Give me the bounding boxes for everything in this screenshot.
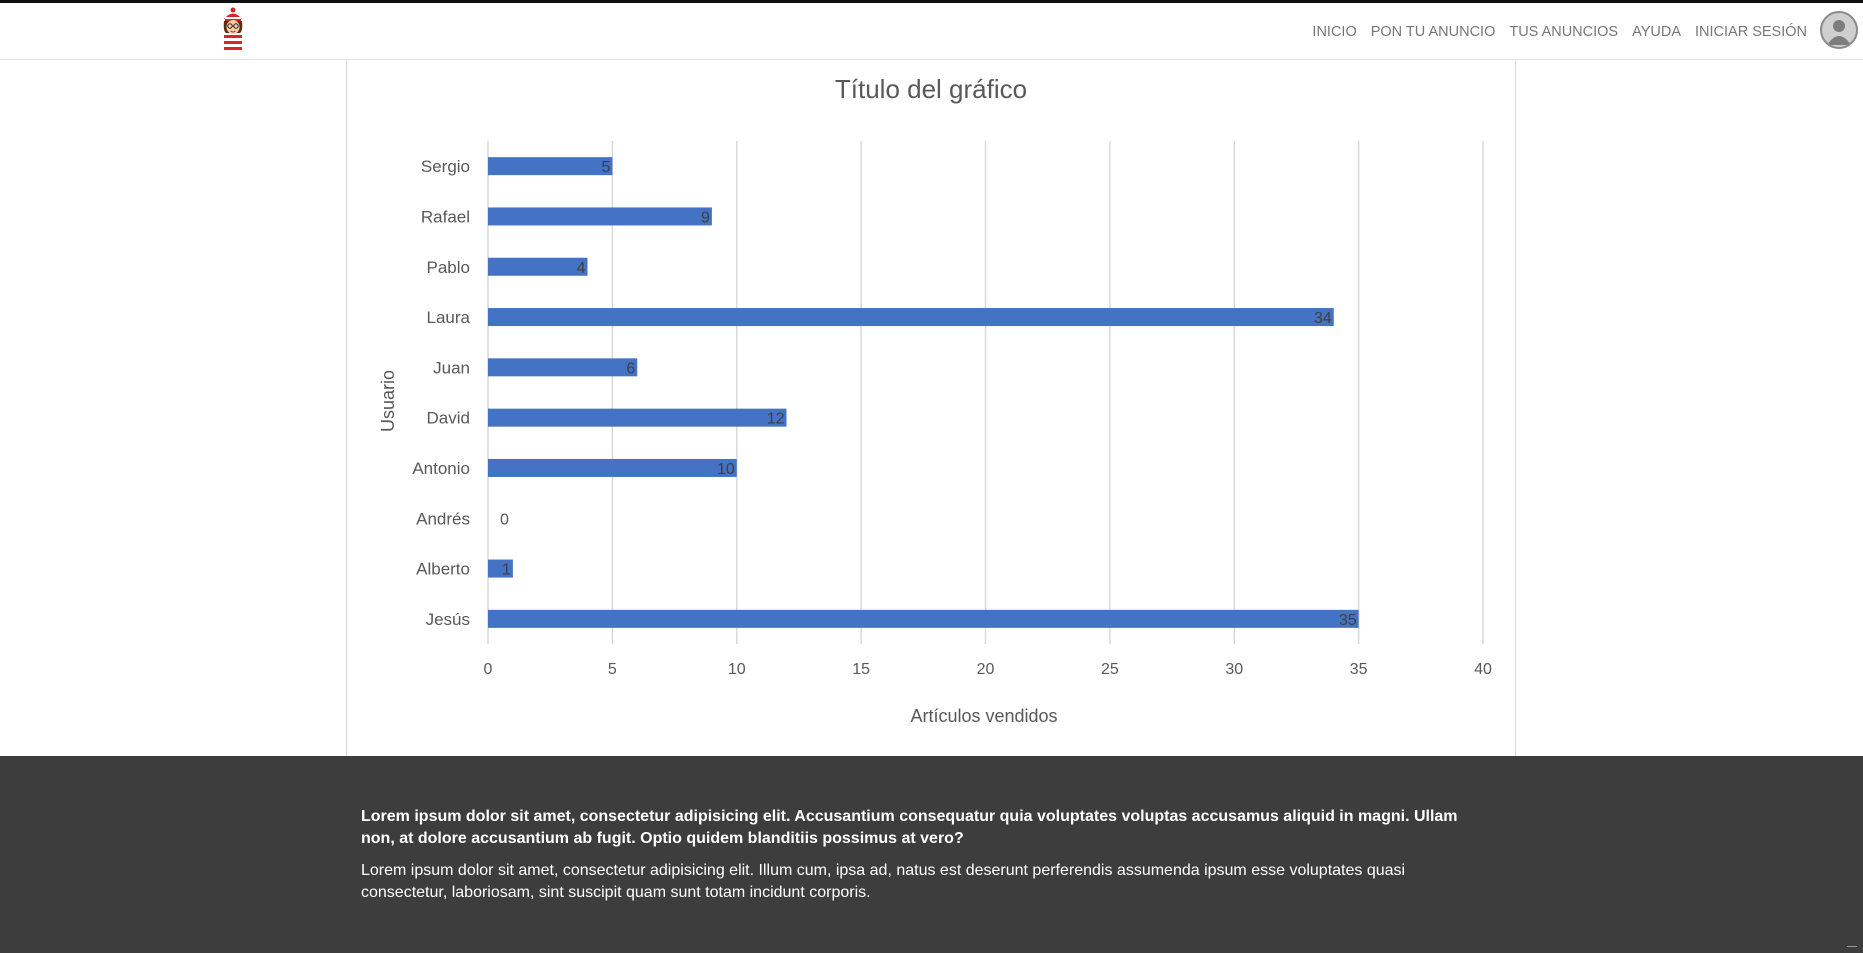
navbar: INICIO PON TU ANUNCIO TUS ANUNCIOS AYUDA…: [0, 3, 1863, 60]
data-label: 5: [601, 159, 610, 176]
bar-rafael: [488, 207, 712, 226]
user-avatar-icon[interactable]: [1820, 11, 1858, 49]
main-nav: INICIO PON TU ANUNCIO TUS ANUNCIOS AYUDA…: [1298, 3, 1807, 60]
data-label: 1: [502, 562, 511, 579]
x-tick-label: 15: [852, 661, 870, 678]
chart-title: Título del gráfico: [835, 74, 1027, 104]
x-tick-label: 40: [1474, 661, 1492, 678]
y-tick-label: Sergio: [421, 157, 470, 176]
data-label: 6: [626, 360, 635, 377]
x-tick-label: 20: [977, 661, 995, 678]
data-label: 4: [577, 260, 586, 277]
resize-corner: [1847, 946, 1857, 951]
data-label: 12: [767, 411, 785, 428]
y-tick-label: Juan: [433, 358, 470, 377]
x-tick-label: 30: [1225, 661, 1243, 678]
data-label: 10: [717, 461, 735, 478]
bar-alberto: [488, 559, 513, 578]
nav-link-pon-tu-anuncio[interactable]: PON TU ANUNCIO: [1370, 23, 1496, 40]
bar-david: [488, 408, 787, 427]
data-label: 9: [701, 209, 710, 226]
chart-panel: 0 5 10 15 20 25 30 35 40 Sergio 5 Rafael 9 Pablo 4 Laur…: [346, 61, 1516, 756]
x-tick-label: 35: [1350, 661, 1368, 678]
nav-link-iniciar-sesion[interactable]: INICIAR SESIÓN: [1695, 23, 1807, 40]
chart-gridlines: [487, 141, 1484, 644]
bar-laura: [488, 308, 1334, 327]
bar-sergio: [488, 157, 613, 176]
x-tick-label: 0: [484, 661, 493, 678]
nav-link-ayuda[interactable]: AYUDA: [1632, 23, 1681, 40]
data-label: 35: [1339, 612, 1357, 629]
y-tick-label: Alberto: [416, 560, 470, 579]
data-label: 34: [1314, 310, 1332, 327]
bar-jesús: [488, 609, 1359, 628]
chart-y-axis-label: Usuario: [378, 370, 398, 432]
bar-pablo: [488, 257, 588, 276]
bar-juan: [488, 358, 638, 377]
y-tick-label: Rafael: [421, 207, 470, 226]
x-tick-label: 10: [728, 661, 746, 678]
y-tick-label: Jesús: [426, 610, 470, 629]
x-tick-label: 5: [608, 661, 617, 678]
y-tick-label: Antonio: [412, 459, 470, 478]
data-label: 0: [500, 511, 509, 528]
waldo-logo-icon[interactable]: [220, 7, 246, 51]
nav-link-inicio[interactable]: INICIO: [1312, 23, 1357, 40]
chart-x-axis-label: Artículos vendidos: [910, 706, 1057, 726]
footer-bold-paragraph: Lorem ipsum dolor sit amet, consectetur …: [361, 808, 1458, 847]
y-tick-label: David: [427, 409, 470, 428]
y-tick-label: Laura: [427, 308, 471, 327]
y-tick-label: Andrés: [416, 509, 470, 528]
footer-paragraph: Lorem ipsum dolor sit amet, consectetur …: [361, 862, 1406, 901]
page-footer: Lorem ipsum dolor sit amet, consectetur …: [0, 756, 1863, 953]
nav-link-tus-anuncios[interactable]: TUS ANUNCIOS: [1509, 23, 1619, 40]
bar-antonio: [488, 458, 737, 477]
chart-bars: [488, 157, 1359, 628]
y-tick-label: Pablo: [427, 258, 470, 277]
window-top-border: [0, 0, 1863, 3]
x-tick-label: 25: [1101, 661, 1119, 678]
